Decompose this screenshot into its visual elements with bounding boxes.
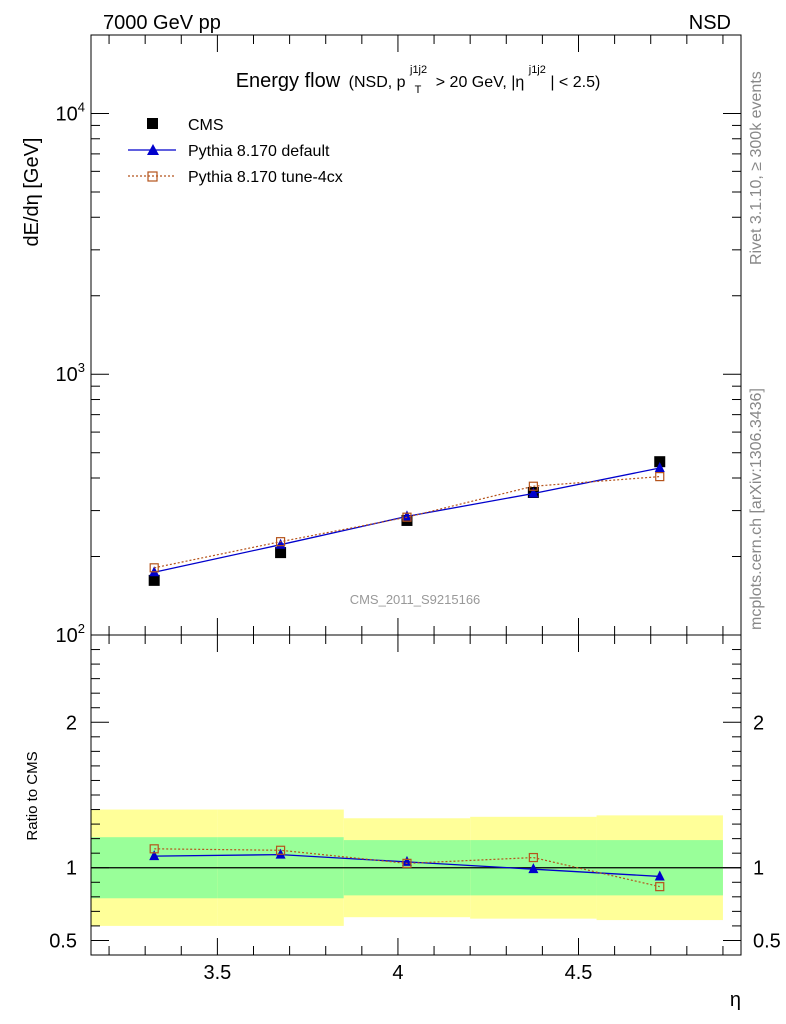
main-ytick-label: 103 [56, 360, 85, 386]
ratio-point-tune [528, 852, 538, 863]
main-ylabel: dE/dη [GeV] [21, 138, 43, 247]
legend-marker-default [147, 144, 159, 155]
ratio-ytick-label-left: 0.5 [49, 930, 77, 952]
title-pt-sup: j1j2 [409, 64, 427, 76]
title-main: Energy flow [236, 70, 341, 92]
legend-label-default: Pythia 8.170 default [188, 143, 330, 160]
header-right: NSD [689, 12, 731, 34]
header-left: 7000 GeV pp [103, 12, 221, 34]
mcplots-label: mcplots.cern.ch [arXiv:1306.3436] [748, 388, 765, 630]
title-open: (NSD, p [349, 74, 406, 91]
ratio-ytick-label-right: 1 [753, 858, 764, 880]
main-ytick-label: 102 [56, 621, 85, 647]
main-point-default [401, 510, 412, 521]
watermark: CMS_2011_S9215166 [350, 592, 481, 607]
data-series [91, 456, 741, 892]
ratio-point-tune [402, 858, 412, 868]
rivet-label: Rivet 3.1.10, ≥ 300k events [748, 71, 765, 265]
ratio-point-default [528, 863, 539, 874]
legend-marker-tune [147, 171, 158, 182]
main-point-tune [528, 481, 538, 491]
ratio-ylabel: Ratio to CMS [24, 751, 41, 840]
ratio-point-default [401, 855, 412, 866]
ratio-ytick-label-right: 2 [753, 712, 764, 734]
legend-label-tune: Pythia 8.170 tune-4cx [188, 169, 343, 186]
main-series-line-tune [154, 476, 660, 569]
legend-marker-cms [147, 118, 158, 129]
tick-base: 10 [56, 103, 78, 125]
tick-exponent: 4 [78, 99, 85, 114]
title-eta-sup: j1j2 [528, 64, 546, 76]
main-point-cms [401, 514, 413, 526]
tick-exponent: 3 [78, 360, 85, 375]
main-point-tune [275, 537, 286, 547]
title-close: | < 2.5) [550, 74, 600, 91]
ratio-ytick-label-right: 0.5 [753, 930, 781, 952]
main-point-tune [149, 563, 159, 573]
main-point-cms [275, 547, 287, 559]
ratio-point-tune [655, 882, 665, 892]
ratio-xtick-label: 4.5 [565, 962, 593, 984]
main-point-tune [402, 512, 412, 522]
ratio-point-tune [149, 844, 159, 854]
title-pt-sub: T [415, 84, 422, 96]
ratio-ytick-label-left: 1 [66, 858, 77, 880]
legend: CMS Pythia 8.170 default Pythia 8.170 tu… [128, 117, 343, 186]
ratio-xtick-label: 4 [392, 962, 403, 984]
plot-title: Energy flow (NSD, p j1j2 T > 20 GeV, |η … [236, 60, 601, 97]
legend-label-cms: CMS [188, 117, 224, 134]
ratio-ytick-label-left: 2 [66, 712, 77, 734]
tick-base: 10 [56, 625, 78, 647]
main-point-default [654, 461, 665, 472]
main-ytick-label: 104 [56, 99, 85, 125]
main-point-tune [655, 472, 665, 482]
main-point-default [528, 487, 539, 498]
ratio-xtick-label: 3.5 [203, 962, 231, 984]
title-mid: > 20 GeV, |η [436, 74, 525, 91]
main-point-cms [148, 574, 160, 586]
tick-exponent: 2 [78, 621, 85, 636]
ratio-point-default [149, 850, 160, 861]
tick-base: 10 [56, 364, 78, 386]
ratio-point-default [654, 870, 665, 881]
ratio-point-default [275, 848, 286, 859]
main-point-cms [654, 456, 666, 468]
x-axis-label: η [730, 989, 741, 1011]
ratio-point-tune [275, 845, 286, 855]
ratio-series-line-tune [154, 848, 660, 888]
